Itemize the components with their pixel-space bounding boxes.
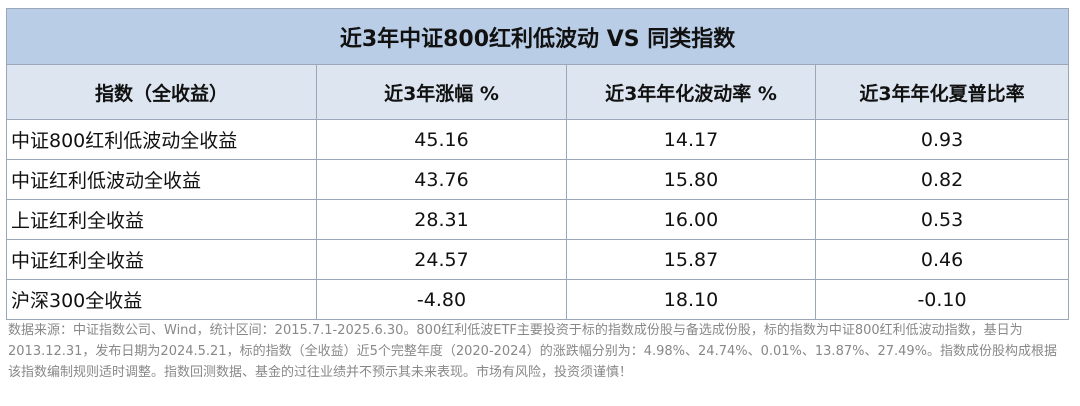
value-cell: 14.17 bbox=[566, 119, 816, 160]
value-cell: 24.57 bbox=[316, 239, 567, 280]
index-name: 中证800红利低波动全收益 bbox=[6, 119, 317, 160]
data-row: 上证红利全收益 28.31 16.00 0.53 bbox=[6, 199, 1070, 240]
data-row: 沪深300全收益 -4.80 18.10 -0.10 bbox=[6, 279, 1070, 320]
index-name: 沪深300全收益 bbox=[6, 279, 317, 320]
comparison-table: 近3年中证800红利低波动 VS 同类指数 指数（全收益） 近3年涨幅 % 近3年年… bbox=[5, 8, 1070, 320]
header-cell: 近3年年化波动率 % bbox=[566, 64, 816, 120]
table-body: 中证800红利低波动全收益 45.16 14.17 0.93 中证红利低波动全收益 43.… bbox=[6, 119, 1070, 320]
index-name: 上证红利全收益 bbox=[6, 199, 317, 240]
value-cell: 45.16 bbox=[316, 119, 567, 160]
title-row: 近3年中证800红利低波动 VS 同类指数 bbox=[5, 8, 1070, 65]
value-cell: 28.31 bbox=[316, 199, 567, 240]
value-cell: 0.93 bbox=[814, 119, 1070, 160]
value-cell: -4.80 bbox=[316, 279, 567, 320]
header-row: 指数（全收益） 近3年涨幅 % 近3年年化波动率 % 近3年年化夏普比率 bbox=[6, 64, 1070, 120]
footnote: 数据来源：中证指数公司、Wind，统计区间：2015.7.1-2025.6.30… bbox=[8, 323, 1058, 380]
value-cell: 16.00 bbox=[566, 199, 816, 240]
value-cell: 0.46 bbox=[814, 239, 1070, 280]
value-cell: 43.76 bbox=[316, 159, 567, 200]
data-row: 中证800红利低波动全收益 45.16 14.17 0.93 bbox=[6, 119, 1070, 160]
data-row: 中证红利低波动全收益 43.76 15.80 0.82 bbox=[6, 159, 1070, 200]
header-cell: 指数（全收益） bbox=[6, 64, 317, 120]
index-name: 中证红利全收益 bbox=[6, 239, 317, 280]
index-name: 中证红利低波动全收益 bbox=[6, 159, 317, 200]
value-cell: 15.87 bbox=[566, 239, 816, 280]
table-title: 近3年中证800红利低波动 VS 同类指数 bbox=[5, 8, 1070, 65]
value-cell: 18.10 bbox=[566, 279, 816, 320]
header-cell: 近3年涨幅 % bbox=[316, 64, 567, 120]
value-cell: 15.80 bbox=[566, 159, 816, 200]
value-cell: 0.82 bbox=[814, 159, 1070, 200]
header-cell: 近3年年化夏普比率 bbox=[814, 64, 1070, 120]
value-cell: 0.53 bbox=[814, 199, 1070, 240]
value-cell: -0.10 bbox=[814, 279, 1070, 320]
data-row: 中证红利全收益 24.57 15.87 0.46 bbox=[6, 239, 1070, 280]
